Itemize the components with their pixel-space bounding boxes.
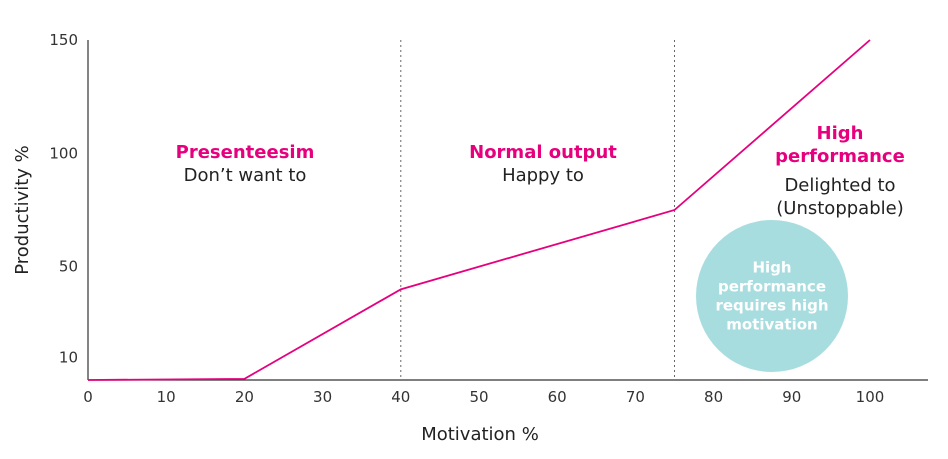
zone-dividers — [400, 40, 675, 380]
zone-title: Presenteesim — [176, 142, 315, 163]
x-tick-label: 70 — [626, 388, 645, 406]
x-tick-label: 60 — [548, 388, 567, 406]
y-tick-label: 50 — [59, 258, 78, 276]
y-axis-title: Productivity % — [12, 145, 33, 275]
annotation-text: motivation — [726, 316, 817, 334]
x-tick-label: 80 — [704, 388, 723, 406]
x-tick-label: 90 — [782, 388, 801, 406]
annotation-text: requires high — [715, 297, 828, 315]
annotation-circle — [696, 220, 848, 372]
zone-subtitle: (Unstoppable) — [776, 198, 903, 219]
zone-title: High — [817, 123, 864, 144]
zone-title: performance — [775, 146, 905, 167]
x-axis-title: Motivation % — [421, 424, 539, 445]
productivity-line — [87, 39, 871, 381]
x-tick-label: 0 — [83, 388, 93, 406]
y-ticks: 10 50 100 150 — [49, 31, 78, 366]
x-tick-label: 50 — [469, 388, 488, 406]
x-tick-label: 20 — [235, 388, 254, 406]
zone-title: Normal output — [469, 142, 617, 163]
series — [87, 39, 871, 381]
axes — [87, 40, 928, 381]
annotation-text: High — [752, 259, 791, 277]
x-tick-label: 40 — [391, 388, 410, 406]
x-ticks: 0 10 20 30 40 50 60 70 80 90 100 — [83, 388, 884, 406]
x-tick-label: 30 — [313, 388, 332, 406]
x-tick-label: 100 — [856, 388, 885, 406]
y-tick-label: 10 — [59, 348, 78, 366]
zone-subtitle: Delighted to — [784, 175, 895, 196]
x-tick-label: 10 — [157, 388, 176, 406]
annotation-text: performance — [718, 278, 826, 296]
zone-subtitle: Happy to — [502, 165, 584, 186]
y-tick-label: 100 — [49, 144, 78, 162]
zone-subtitle: Don’t want to — [184, 165, 307, 186]
y-tick-label: 150 — [49, 31, 78, 49]
